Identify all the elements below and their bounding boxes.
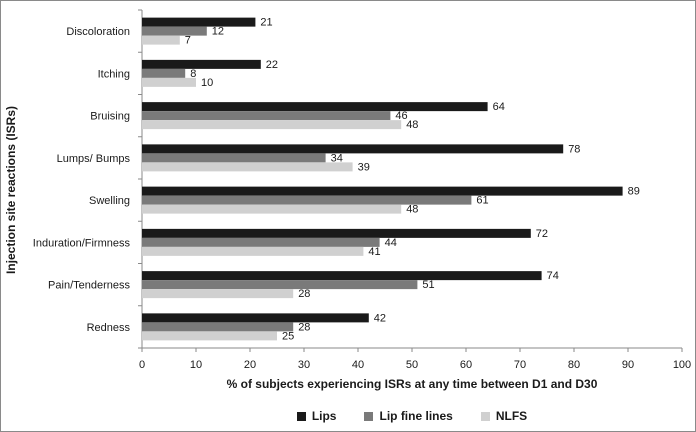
x-tick-label: 10 bbox=[190, 359, 202, 371]
bar-lip-fine-lines-swelling bbox=[142, 195, 472, 205]
bar-nlfs-itching bbox=[142, 77, 196, 87]
bar-lips-itching bbox=[142, 59, 261, 69]
x-tick-label: 80 bbox=[568, 359, 580, 371]
bar-lip-fine-lines-discoloration bbox=[142, 26, 207, 36]
bar-nlfs-pain-tenderness bbox=[142, 289, 294, 299]
legend-item-nlfs: NLFS bbox=[480, 409, 528, 423]
category-label-pain-tenderness: Pain/Tenderness bbox=[48, 280, 130, 292]
data-label-lips-induration-firmness: 72 bbox=[536, 228, 548, 240]
data-label-nlfs-lumps-bumps: 39 bbox=[358, 161, 370, 173]
category-label-redness: Redness bbox=[87, 322, 131, 334]
x-tick-label: 60 bbox=[460, 359, 472, 371]
x-tick-label: 100 bbox=[673, 359, 691, 371]
y-axis-label: Injection site reactions (ISRs) bbox=[4, 105, 18, 275]
bar-nlfs-discoloration bbox=[142, 35, 180, 45]
bar-lip-fine-lines-bruising bbox=[142, 111, 391, 121]
data-label-lips-bruising: 64 bbox=[493, 101, 505, 113]
bar-nlfs-redness bbox=[142, 331, 277, 341]
x-tick-label: 90 bbox=[622, 359, 634, 371]
bar-lip-fine-lines-redness bbox=[142, 322, 294, 332]
data-label-lip-fine-lines-induration-firmness: 44 bbox=[385, 237, 397, 249]
data-label-nlfs-discoloration: 7 bbox=[185, 35, 191, 47]
bar-lip-fine-lines-lumps-bumps bbox=[142, 153, 326, 163]
data-label-lip-fine-lines-pain-tenderness: 51 bbox=[422, 279, 434, 291]
legend-item-lip-fine-lines: Lip fine lines bbox=[364, 409, 453, 423]
data-label-lips-itching: 22 bbox=[266, 59, 278, 71]
bar-lips-redness bbox=[142, 313, 369, 323]
data-label-lip-fine-lines-bruising: 46 bbox=[395, 110, 407, 122]
category-label-swelling: Swelling bbox=[89, 195, 130, 207]
bar-lips-pain-tenderness bbox=[142, 271, 542, 281]
data-label-nlfs-redness: 25 bbox=[282, 330, 294, 342]
data-label-lip-fine-lines-swelling: 61 bbox=[476, 195, 488, 207]
data-label-lips-redness: 42 bbox=[374, 312, 386, 324]
legend-label-lip-fine-lines: Lip fine lines bbox=[379, 409, 453, 423]
data-label-lips-pain-tenderness: 74 bbox=[547, 270, 559, 282]
bar-lips-discoloration bbox=[142, 17, 256, 27]
bar-lip-fine-lines-induration-firmness bbox=[142, 237, 380, 247]
legend-label-nlfs: NLFS bbox=[495, 409, 528, 423]
x-tick-label: 70 bbox=[514, 359, 526, 371]
legend-swatch-lips bbox=[296, 411, 306, 421]
data-label-lip-fine-lines-redness: 28 bbox=[298, 321, 310, 333]
legend-label-lips: Lips bbox=[311, 409, 337, 423]
category-label-induration-firmness: Induration/Firmness bbox=[33, 237, 131, 249]
category-label-lumps-bumps: Lumps/ Bumps bbox=[57, 153, 131, 165]
data-label-lip-fine-lines-lumps-bumps: 34 bbox=[331, 152, 343, 164]
x-tick-label: 50 bbox=[406, 359, 418, 371]
x-tick-label: 30 bbox=[298, 359, 310, 371]
legend-swatch-nlfs bbox=[480, 411, 490, 421]
bar-nlfs-induration-firmness bbox=[142, 246, 364, 256]
data-label-nlfs-induration-firmness: 41 bbox=[368, 246, 380, 258]
data-label-nlfs-swelling: 48 bbox=[406, 204, 418, 216]
bar-nlfs-lumps-bumps bbox=[142, 162, 353, 172]
x-tick-label: 40 bbox=[352, 359, 364, 371]
bar-nlfs-swelling bbox=[142, 204, 402, 214]
data-label-nlfs-itching: 10 bbox=[201, 77, 213, 89]
bar-lips-bruising bbox=[142, 102, 488, 112]
y-axis-label-container: Injection site reactions (ISRs) bbox=[0, 0, 22, 432]
x-tick-label: 0 bbox=[139, 359, 145, 371]
bar-nlfs-bruising bbox=[142, 120, 402, 130]
category-label-discoloration: Discoloration bbox=[66, 26, 130, 38]
bar-lips-lumps-bumps bbox=[142, 144, 564, 154]
category-label-bruising: Bruising bbox=[90, 111, 130, 123]
bar-lip-fine-lines-itching bbox=[142, 68, 186, 78]
category-label-itching: Itching bbox=[98, 68, 130, 80]
data-label-lip-fine-lines-itching: 8 bbox=[190, 68, 196, 80]
x-axis-label: % of subjects experiencing ISRs at any t… bbox=[226, 377, 598, 391]
legend-swatch-lip-fine-lines bbox=[364, 411, 374, 421]
data-label-nlfs-bruising: 48 bbox=[406, 119, 418, 131]
data-label-nlfs-pain-tenderness: 28 bbox=[298, 288, 310, 300]
bar-lips-induration-firmness bbox=[142, 228, 531, 238]
bar-lip-fine-lines-pain-tenderness bbox=[142, 280, 418, 290]
legend: Lips Lip fine lines NLFS bbox=[142, 409, 682, 423]
bar-lips-swelling bbox=[142, 186, 623, 196]
data-label-lips-lumps-bumps: 78 bbox=[568, 143, 580, 155]
data-label-lips-swelling: 89 bbox=[628, 186, 640, 198]
legend-item-lips: Lips bbox=[296, 409, 337, 423]
data-label-lips-discoloration: 21 bbox=[260, 17, 272, 29]
data-label-lip-fine-lines-discoloration: 12 bbox=[212, 26, 224, 38]
x-tick-label: 20 bbox=[244, 359, 256, 371]
